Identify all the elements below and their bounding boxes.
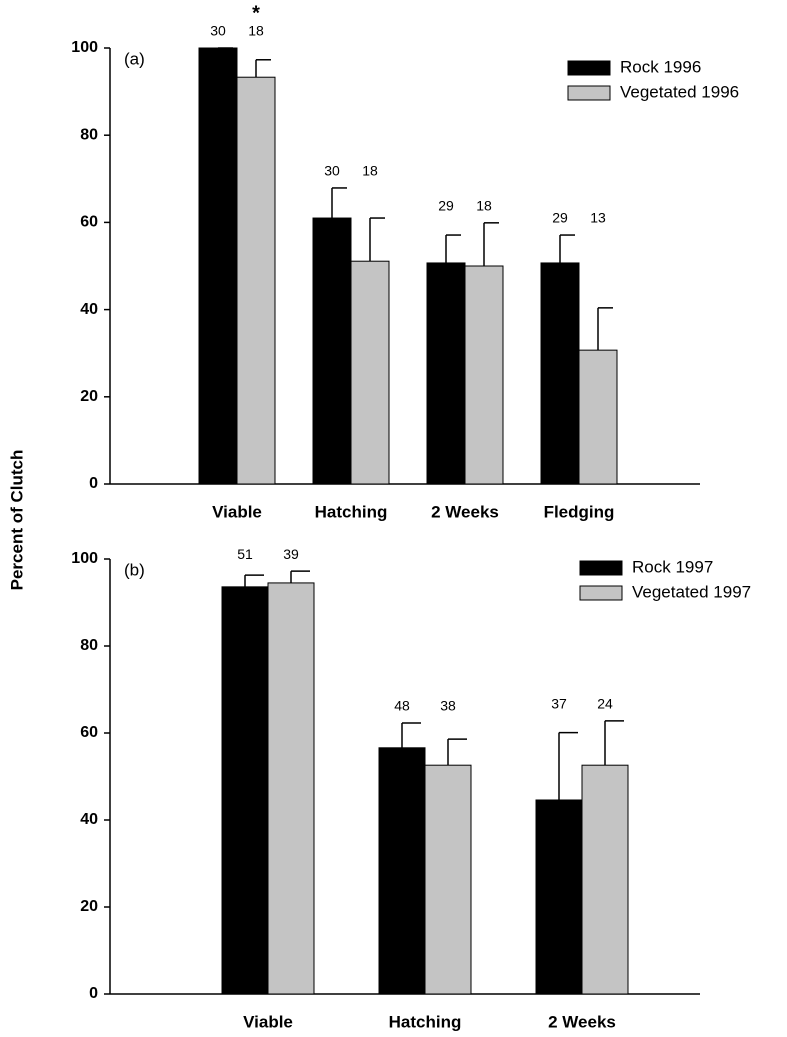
y-tick-label: 80 [80, 637, 98, 654]
legend-label: Vegetated 1996 [620, 82, 739, 101]
bar [198, 47, 238, 485]
sample-size: 30 [210, 23, 226, 39]
bar [535, 799, 583, 995]
sample-size: 13 [590, 210, 606, 226]
x-tick-label: Fledging [544, 502, 615, 521]
sample-size: 48 [394, 698, 410, 714]
bar [221, 586, 269, 995]
bar [236, 76, 276, 485]
y-tick-label: 40 [80, 811, 98, 828]
y-tick-label: 60 [80, 724, 98, 741]
sample-size: 37 [551, 696, 567, 712]
sample-size: 51 [237, 546, 253, 562]
sample-size: 24 [597, 696, 613, 712]
y-tick-label: 20 [80, 388, 98, 405]
y-tick-label: 60 [80, 214, 98, 231]
legend-swatch [567, 85, 611, 101]
annotation: * [252, 2, 260, 24]
y-tick-label: 40 [80, 301, 98, 318]
y-tick-label: 0 [89, 985, 98, 1002]
sample-size: 39 [283, 546, 299, 562]
x-tick-label: Hatching [389, 1012, 462, 1031]
sample-size: 29 [438, 198, 454, 214]
legend-swatch [579, 560, 623, 576]
y-tick-label: 100 [71, 550, 98, 567]
sample-size: 18 [362, 163, 378, 179]
legend-label: Rock 1997 [632, 557, 713, 576]
bar [540, 262, 580, 485]
x-tick-label: 2 Weeks [548, 1012, 616, 1031]
bar [578, 349, 618, 485]
y-tick-label: 100 [71, 39, 98, 56]
legend-swatch [579, 585, 623, 601]
legend-label: Rock 1996 [620, 57, 701, 76]
bar [581, 764, 629, 995]
bar [312, 217, 352, 485]
y-tick-label: 0 [89, 475, 98, 492]
y-axis-label: Percent of Clutch [7, 450, 26, 591]
sample-size: 29 [552, 210, 568, 226]
bar [267, 582, 315, 995]
x-tick-label: Hatching [315, 502, 388, 521]
panel-title: (b) [124, 560, 145, 579]
sample-size: 18 [248, 23, 264, 39]
bar [378, 747, 426, 995]
y-tick-label: 80 [80, 126, 98, 143]
x-tick-label: 2 Weeks [431, 502, 499, 521]
sample-size: 38 [440, 698, 456, 714]
y-tick-label: 20 [80, 898, 98, 915]
legend-swatch [567, 60, 611, 76]
bar [424, 764, 472, 995]
bar [426, 262, 466, 485]
sample-size: 30 [324, 163, 340, 179]
legend-label: Vegetated 1997 [632, 582, 751, 601]
panel-title: (a) [124, 49, 145, 68]
sample-size: 18 [476, 198, 492, 214]
bar [464, 265, 504, 485]
x-tick-label: Viable [243, 1012, 293, 1031]
x-tick-label: Viable [212, 502, 262, 521]
bar [350, 260, 390, 485]
